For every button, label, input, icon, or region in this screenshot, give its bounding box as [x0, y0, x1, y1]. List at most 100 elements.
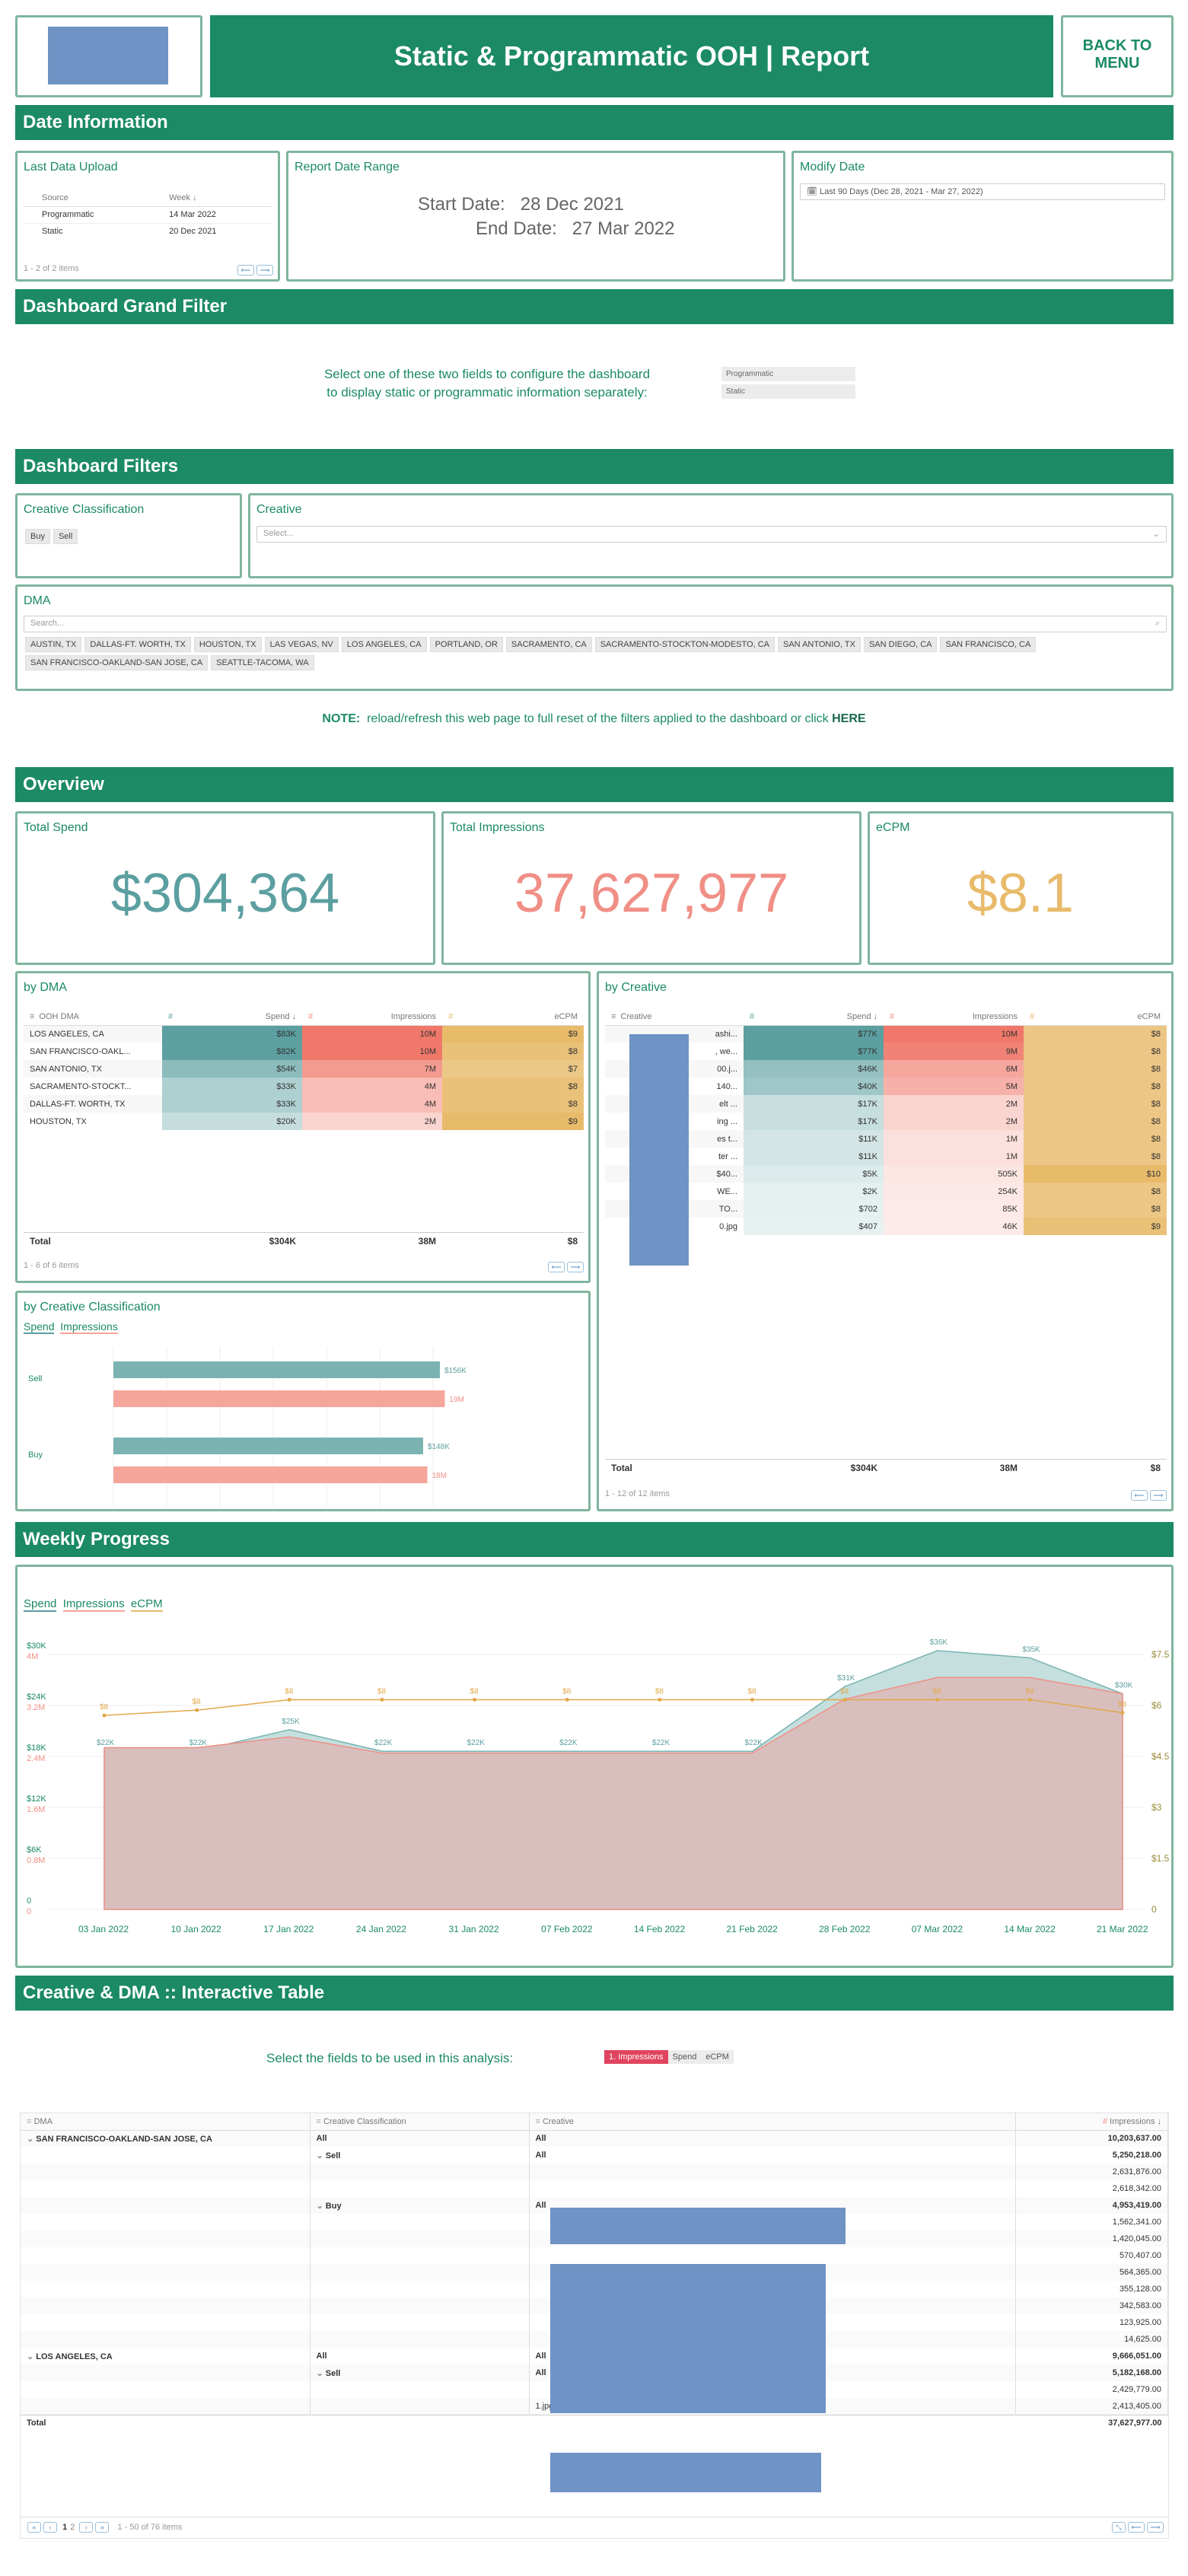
- next-page-button[interactable]: ›: [79, 2522, 94, 2533]
- dma-chip[interactable]: PORTLAND, OR: [429, 637, 503, 652]
- col-week[interactable]: Week ↓: [169, 193, 197, 202]
- reset-link[interactable]: HERE: [832, 712, 866, 725]
- col-source[interactable]: Source: [42, 193, 68, 202]
- first-page-button[interactable]: «: [27, 2522, 41, 2533]
- dma-chip[interactable]: LAS VEGAS, NV: [264, 637, 339, 652]
- dma-chip[interactable]: SAN FRANCISCO-OAKLAND-SAN JOSE, CA: [25, 655, 209, 670]
- pivot-row[interactable]: 1,420,045.00: [21, 2231, 1168, 2247]
- table-row[interactable]: , we... $77K 9M $8: [605, 1043, 1167, 1060]
- dma-search-input[interactable]: Search... ⌕: [24, 616, 1167, 632]
- next-page-button[interactable]: ⟶: [567, 1262, 584, 1272]
- ecpm-point[interactable]: [842, 1697, 847, 1702]
- legend-ecpm[interactable]: eCPM: [130, 1597, 163, 1612]
- legend-impressions[interactable]: Impressions: [62, 1597, 125, 1612]
- table-row[interactable]: DALLAS-FT. WORTH, TX $33K 4M $8: [24, 1095, 584, 1113]
- pivot-row[interactable]: ⌄ LOS ANGELES, CA All All 9,666,051.00: [21, 2348, 1168, 2364]
- bar-spend[interactable]: [113, 1438, 423, 1454]
- bar-impressions[interactable]: [113, 1390, 445, 1407]
- ecpm-point[interactable]: [565, 1697, 569, 1702]
- dma-chip[interactable]: SAN FRANCISCO, CA: [940, 637, 1037, 652]
- ecpm-point[interactable]: [935, 1697, 940, 1702]
- column-header[interactable]: ≡ Creative: [611, 1011, 652, 1021]
- table-row[interactable]: $40... $5K 505K $10: [605, 1165, 1167, 1183]
- table-row[interactable]: LOS ANGELES, CA $83K 10M $9: [24, 1025, 584, 1043]
- dma-chip[interactable]: DALLAS-FT. WORTH, TX: [84, 637, 191, 652]
- chip-sell[interactable]: Sell: [53, 529, 78, 544]
- dma-chip[interactable]: LOS ANGELES, CA: [341, 637, 427, 652]
- column-header[interactable]: # Spend ↓: [168, 1011, 296, 1021]
- next-button[interactable]: ⟶: [1147, 2522, 1164, 2533]
- creative-select[interactable]: Select... ⌄: [256, 526, 1167, 543]
- prev-page-button[interactable]: ‹: [43, 2522, 57, 2533]
- option-programmatic[interactable]: Programmatic: [721, 367, 855, 381]
- column-header[interactable]: # eCPM: [1030, 1011, 1161, 1021]
- pivot-column-header[interactable]: ≡ DMA: [21, 2113, 311, 2130]
- prev-button[interactable]: ⟵: [1128, 2522, 1145, 2533]
- legend-impressions[interactable]: Impressions: [60, 1320, 118, 1334]
- option-static[interactable]: Static: [721, 384, 855, 399]
- field-spend[interactable]: Spend: [667, 2050, 702, 2064]
- date-picker[interactable]: 🗓 Last 90 Days (Dec 28, 2021 - Mar 27, 2…: [800, 183, 1165, 200]
- dma-chip[interactable]: SAN ANTONIO, TX: [778, 637, 861, 652]
- prev-page-button[interactable]: ⟵: [237, 265, 254, 275]
- pivot-row[interactable]: 2,618,342.00: [21, 2180, 1168, 2197]
- dma-chip[interactable]: SAN DIEGO, CA: [863, 637, 938, 652]
- dma-chip[interactable]: SACRAMENTO-STOCKTON-MODESTO, CA: [594, 637, 775, 652]
- pivot-row[interactable]: 570,407.00: [21, 2247, 1168, 2264]
- ecpm-point[interactable]: [380, 1697, 384, 1702]
- field-impressions[interactable]: 1. Impressions: [604, 2050, 668, 2064]
- column-header[interactable]: # Impressions: [308, 1011, 436, 1021]
- ecpm-point[interactable]: [102, 1713, 107, 1718]
- ecpm-point[interactable]: [195, 1708, 199, 1712]
- legend-spend[interactable]: Spend: [24, 1597, 57, 1612]
- table-row[interactable]: es t... $11K 1M $8: [605, 1130, 1167, 1148]
- table-row[interactable]: 00.j... $46K 6M $8: [605, 1060, 1167, 1078]
- table-row[interactable]: TO... $702 85K $8: [605, 1200, 1167, 1218]
- prev-page-button[interactable]: ⟵: [1131, 1490, 1148, 1501]
- pivot-column-header[interactable]: # Impressions ↓: [1015, 2113, 1168, 2130]
- column-header[interactable]: # eCPM: [448, 1011, 578, 1021]
- pivot-row[interactable]: 2,631,876.00: [21, 2164, 1168, 2180]
- back-to-menu-button[interactable]: BACK TO MENU: [1061, 15, 1174, 97]
- pivot-row[interactable]: ⌄ Sell All 5,250,218.00: [21, 2147, 1168, 2164]
- table-row[interactable]: 140... $40K 5M $8: [605, 1078, 1167, 1095]
- dma-chip[interactable]: HOUSTON, TX: [193, 637, 262, 652]
- page-2[interactable]: 2: [70, 2523, 75, 2532]
- table-row[interactable]: SACRAMENTO-STOCKT... $33K 4M $8: [24, 1078, 584, 1095]
- pivot-column-header[interactable]: ≡ Creative Classification: [310, 2113, 530, 2130]
- column-header[interactable]: # Spend ↓: [750, 1011, 877, 1021]
- ecpm-point[interactable]: [287, 1697, 291, 1702]
- table-row[interactable]: SAN FRANCISCO-OAKL... $82K 10M $8: [24, 1043, 584, 1060]
- ecpm-point[interactable]: [473, 1697, 477, 1702]
- prev-page-button[interactable]: ⟵: [548, 1262, 565, 1272]
- last-page-button[interactable]: »: [95, 2522, 110, 2533]
- bar-impressions[interactable]: [113, 1466, 428, 1483]
- table-row[interactable]: WE... $2K 254K $8: [605, 1183, 1167, 1200]
- column-header[interactable]: # Impressions: [890, 1011, 1018, 1021]
- pivot-row[interactable]: ⌄ SAN FRANCISCO-OAKLAND-SAN JOSE, CA All A…: [21, 2130, 1168, 2147]
- table-row[interactable]: SAN ANTONIO, TX $54K 7M $7: [24, 1060, 584, 1078]
- ecpm-point[interactable]: [1027, 1697, 1032, 1702]
- next-page-button[interactable]: ⟶: [1150, 1490, 1167, 1501]
- table-row[interactable]: HOUSTON, TX $20K 2M $9: [24, 1113, 584, 1130]
- table-row[interactable]: elt ... $17K 2M $8: [605, 1095, 1167, 1113]
- column-header[interactable]: ≡ OOH DMA: [30, 1011, 79, 1021]
- legend-spend[interactable]: Spend: [24, 1320, 55, 1334]
- dma-chip[interactable]: SACRAMENTO, CA: [505, 637, 592, 652]
- ecpm-point[interactable]: [1120, 1711, 1125, 1715]
- ecpm-point[interactable]: [750, 1697, 754, 1702]
- pivot-column-header[interactable]: ≡ Creative: [529, 2113, 1016, 2130]
- dma-chip[interactable]: SEATTLE-TACOMA, WA: [211, 655, 314, 670]
- table-row[interactable]: 0.jpg $407 46K $9: [605, 1218, 1167, 1235]
- field-ecpm[interactable]: eCPM: [701, 2050, 734, 2064]
- table-row[interactable]: ing ... $17K 2M $8: [605, 1113, 1167, 1130]
- chip-buy[interactable]: Buy: [25, 529, 50, 544]
- collapse-icon[interactable]: ⤡: [1112, 2522, 1126, 2533]
- bar-spend[interactable]: [113, 1361, 440, 1378]
- next-page-button[interactable]: ⟶: [256, 265, 273, 275]
- ecpm-point[interactable]: [658, 1697, 662, 1702]
- dma-chip[interactable]: AUSTIN, TX: [25, 637, 82, 652]
- table-row[interactable]: ter ... $11K 1M $8: [605, 1148, 1167, 1165]
- table-row[interactable]: ashi... $77K 10M $8: [605, 1025, 1167, 1043]
- page-1[interactable]: 1: [62, 2523, 68, 2532]
